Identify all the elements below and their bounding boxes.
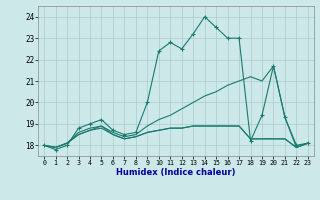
X-axis label: Humidex (Indice chaleur): Humidex (Indice chaleur) bbox=[116, 168, 236, 177]
